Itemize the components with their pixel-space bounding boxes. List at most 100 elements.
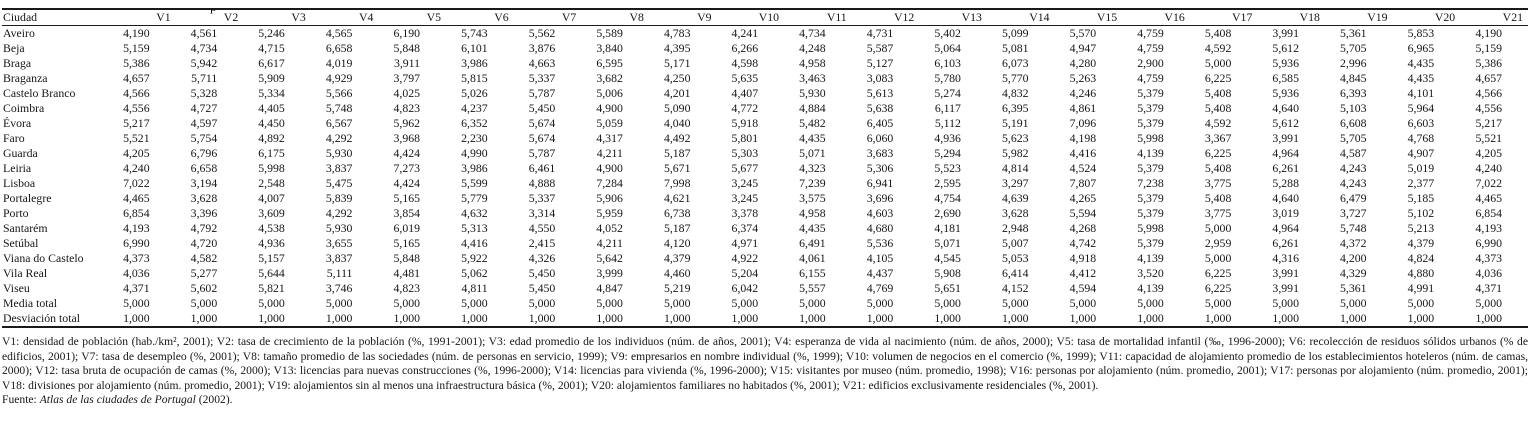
value-cell: 4,317 — [596, 131, 623, 145]
value-cell: 5,613 — [866, 86, 894, 100]
value-cell: 3,194 — [190, 176, 218, 190]
value-cell: 5,000 — [596, 296, 623, 310]
value-cell: 5,053 — [1001, 251, 1029, 265]
column-header-v11: V11 — [784, 8, 852, 26]
value-cell: 5,936 — [1272, 56, 1299, 70]
value-cell: 6,225 — [1204, 146, 1232, 160]
value-cell: 2,959 — [1204, 236, 1232, 250]
value-cell: 3,911 — [393, 56, 421, 70]
value-cell: 5,081 — [1001, 41, 1029, 55]
value-cell: 3,837 — [325, 161, 353, 175]
value-cell: 4,640 — [1272, 101, 1299, 115]
value-cell: 4,052 — [596, 221, 623, 235]
value-cell: 5,204 — [731, 266, 759, 280]
value-cell: 4,731 — [866, 26, 894, 40]
column-header-v2: V2 — [175, 8, 244, 26]
value-cell: 5,165 — [393, 236, 421, 250]
value-cell: 5,408 — [1204, 161, 1232, 175]
value-cell: 5,361 — [1340, 281, 1367, 295]
table-row: Porto 6,854 3,396 3,609 4,292 3,854 4,632 3,314… — [2, 206, 1528, 221]
value-cell: 5,711 — [191, 71, 218, 85]
value-cell: 4,734 — [190, 41, 218, 55]
value-cell: 6,225 — [1204, 266, 1232, 280]
value-cell: 5,408 — [1204, 101, 1232, 115]
value-cell: 4,237 — [461, 101, 488, 115]
value-cell: 1,000 — [581, 311, 649, 328]
column-header-v19: V19 — [1324, 8, 1393, 26]
value-cell: 5,918 — [731, 116, 759, 130]
value-cell: 4,565 — [325, 26, 353, 40]
city-cell: Leiria — [3, 161, 32, 175]
value-cell: 2,690 — [934, 206, 961, 220]
value-cell: 6,479 — [1340, 191, 1367, 205]
value-cell: 4,964 — [1272, 146, 1299, 160]
value-cell: 5,602 — [190, 281, 218, 295]
value-cell: 5,159 — [1475, 41, 1502, 55]
value-cell: 1,000 — [784, 311, 852, 328]
value-cell: 6,941 — [866, 176, 894, 190]
value-cell: 5,171 — [663, 56, 691, 70]
value-cell: 7,022 — [1475, 176, 1502, 190]
value-cell: 4,742 — [1069, 236, 1097, 250]
value-cell: 5,213 — [1407, 221, 1435, 235]
value-cell: 5,635 — [731, 71, 759, 85]
value-cell: 5,570 — [1069, 26, 1097, 40]
value-cell: 5,277 — [190, 266, 218, 280]
value-cell: 3,628 — [1001, 206, 1029, 220]
value-cell: 4,201 — [663, 86, 691, 100]
value-cell: 5,674 — [528, 116, 556, 130]
source-book-title: Atlas de las ciudades de Portugal — [39, 393, 196, 406]
value-cell: 5,217 — [123, 116, 150, 130]
value-cell: 4,240 — [123, 161, 150, 175]
value-cell: 3,968 — [393, 131, 421, 145]
value-cell: 4,395 — [663, 41, 691, 55]
value-cell: 5,677 — [731, 161, 759, 175]
document-page: p Ciudad V1V2V3V4V5V6V7V8V9V10V11V12V13V… — [0, 8, 1530, 448]
value-cell: 4,061 — [799, 251, 826, 265]
value-cell: 4,435 — [1407, 56, 1435, 70]
value-cell: 5,475 — [325, 176, 353, 190]
value-cell: 3,463 — [799, 71, 826, 85]
value-cell: 5,112 — [934, 116, 961, 130]
value-cell: 6,060 — [866, 131, 894, 145]
value-cell: 6,796 — [190, 146, 218, 160]
table-row: Leiria 4,240 6,658 5,998 3,837 7,273 3,986 6,46… — [2, 161, 1528, 176]
value-cell: 5,187 — [663, 221, 691, 235]
value-cell: 6,585 — [1272, 71, 1299, 85]
value-cell: 5,521 — [1475, 131, 1502, 145]
value-cell: 3,314 — [528, 206, 556, 220]
value-cell: 3,083 — [866, 71, 894, 85]
city-cell: Desviación total — [2, 311, 108, 328]
value-cell: 4,720 — [190, 236, 218, 250]
column-header-v17: V17 — [1189, 8, 1258, 26]
value-cell: 4,847 — [596, 281, 623, 295]
value-cell: 6,491 — [799, 236, 826, 250]
value-cell: 5,638 — [866, 101, 894, 115]
value-cell: 5,379 — [1137, 236, 1164, 250]
value-cell: 3,609 — [258, 206, 285, 220]
value-cell: 3,775 — [1204, 176, 1232, 190]
table-row: Setúbal 6,990 4,720 4,936 3,655 5,165 4,416 2,4… — [2, 236, 1528, 251]
value-cell: 5,770 — [1001, 71, 1029, 85]
value-cell: 4,759 — [1137, 41, 1164, 55]
value-cell: 5,623 — [1001, 131, 1029, 145]
value-cell: 5,922 — [461, 251, 488, 265]
value-cell: 1,000 — [108, 311, 176, 328]
value-cell: 5,566 — [325, 86, 353, 100]
value-cell: 4,200 — [1340, 251, 1367, 265]
value-cell: 4,545 — [934, 251, 961, 265]
value-cell: 5,821 — [258, 281, 285, 295]
value-cell: 5,839 — [325, 191, 353, 205]
value-cell: 5,064 — [934, 41, 961, 55]
value-cell: 5,337 — [528, 191, 556, 205]
value-cell: 6,603 — [1407, 116, 1435, 130]
value-cell: 4,241 — [731, 26, 759, 40]
value-cell: 5,754 — [190, 131, 218, 145]
value-cell: 4,405 — [258, 101, 285, 115]
value-cell: 4,811 — [461, 281, 488, 295]
value-cell: 5,379 — [1137, 206, 1164, 220]
value-cell: 5,006 — [596, 86, 623, 100]
value-cell: 1,000 — [1054, 311, 1123, 328]
value-cell: 5,219 — [663, 281, 691, 295]
column-header-v3: V3 — [243, 8, 311, 26]
